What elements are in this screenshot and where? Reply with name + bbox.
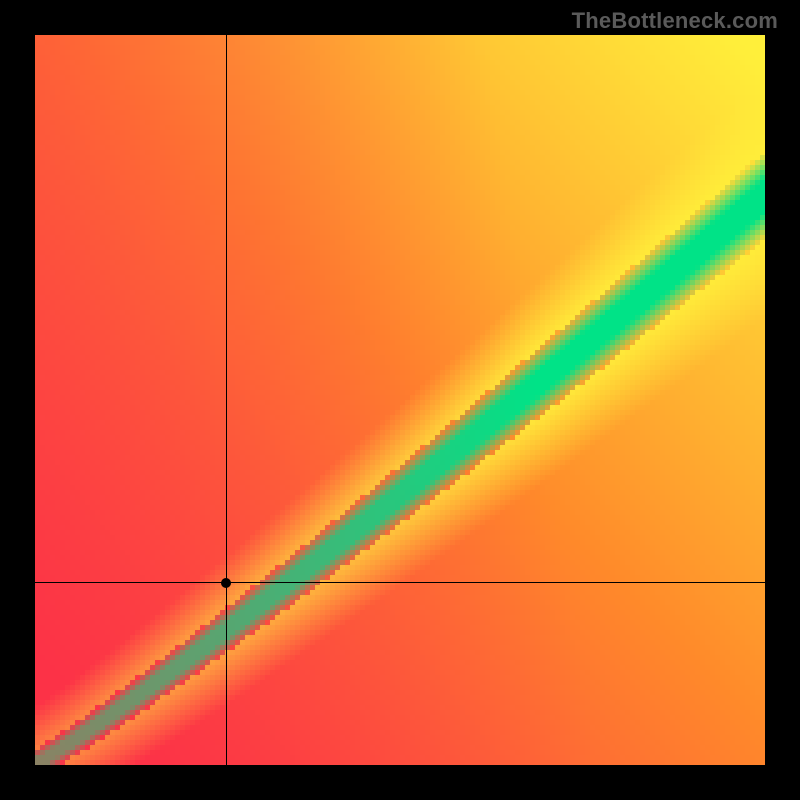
- crosshair-horizontal: [35, 582, 765, 583]
- watermark: TheBottleneck.com: [572, 8, 778, 34]
- crosshair-marker: [221, 578, 231, 588]
- plot-area: [35, 35, 765, 765]
- heatmap-canvas: [35, 35, 765, 765]
- crosshair-vertical: [226, 35, 227, 765]
